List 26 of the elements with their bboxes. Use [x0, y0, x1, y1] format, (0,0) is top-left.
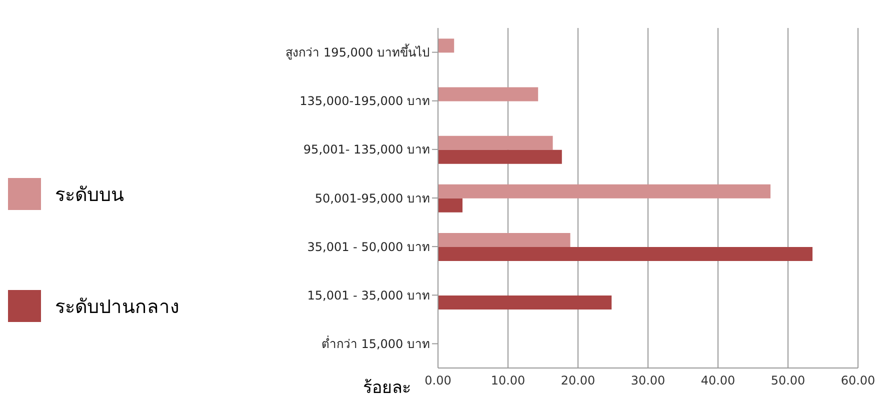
legend-label: ระดับบน	[55, 183, 124, 208]
legend-label: ระดับปานกลาง	[55, 295, 179, 320]
bar	[438, 184, 770, 198]
x-axis-title: ร้อยละ	[363, 377, 411, 400]
bar	[438, 232, 570, 247]
bar	[438, 246, 812, 261]
x-tick-label: 50.00	[770, 374, 806, 388]
bar	[438, 136, 553, 150]
y-tick-label: 15,001 - 35,000 บาท	[307, 288, 430, 302]
x-tick-label: 0.00	[424, 374, 452, 388]
bar	[438, 296, 612, 310]
y-tick-label: 35,001 - 50,000 บาท	[307, 240, 430, 254]
bar	[438, 38, 454, 53]
x-tick-label: 20.00	[560, 374, 596, 388]
x-tick-label: 10.00	[490, 374, 526, 388]
x-tick-label: 40.00	[700, 374, 736, 388]
y-tick-label: 95,001- 135,000 บาท	[303, 142, 430, 157]
x-tick-label: 30.00	[630, 374, 666, 388]
bar	[438, 150, 562, 164]
y-tick-label: 50,001-95,000 บาท	[314, 191, 430, 206]
x-tick-label: 60.00	[840, 374, 876, 388]
y-tick-label: 135,000-195,000 บาท	[300, 94, 430, 108]
bar	[438, 87, 538, 102]
bar	[438, 198, 462, 212]
y-tick-label: สูงกว่า 195,000 บาทขึ้นไป	[286, 44, 430, 61]
y-tick-label: ต่ำกว่า 15,000 บาท	[321, 334, 430, 351]
